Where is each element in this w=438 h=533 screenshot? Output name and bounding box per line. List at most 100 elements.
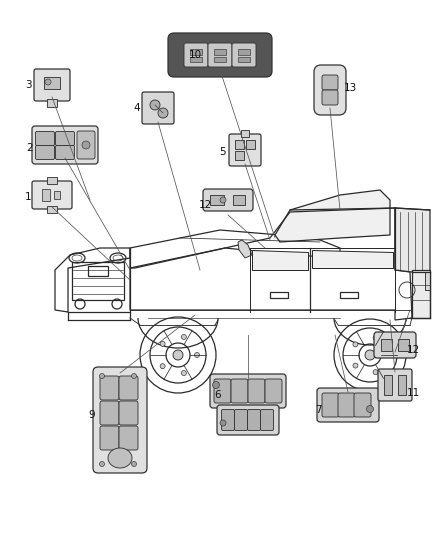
FancyBboxPatch shape <box>32 126 98 164</box>
Bar <box>412 270 430 318</box>
Bar <box>210 195 224 205</box>
FancyBboxPatch shape <box>378 369 412 401</box>
Circle shape <box>220 420 226 426</box>
Bar <box>214 57 226 62</box>
Circle shape <box>160 364 165 369</box>
FancyBboxPatch shape <box>119 426 138 450</box>
FancyBboxPatch shape <box>35 132 54 146</box>
FancyBboxPatch shape <box>56 132 74 146</box>
FancyBboxPatch shape <box>77 131 95 159</box>
FancyBboxPatch shape <box>265 379 282 403</box>
FancyBboxPatch shape <box>338 393 355 417</box>
FancyBboxPatch shape <box>100 376 119 400</box>
FancyBboxPatch shape <box>119 376 138 400</box>
Bar <box>235 151 244 160</box>
FancyBboxPatch shape <box>168 33 272 77</box>
FancyBboxPatch shape <box>217 405 279 435</box>
FancyBboxPatch shape <box>100 426 119 450</box>
FancyBboxPatch shape <box>234 409 247 431</box>
Bar <box>47 177 57 184</box>
Circle shape <box>158 108 168 118</box>
Text: 3: 3 <box>25 80 31 90</box>
Bar <box>44 77 60 89</box>
Bar <box>88 266 108 276</box>
Bar <box>42 189 50 201</box>
FancyBboxPatch shape <box>322 393 339 417</box>
Circle shape <box>45 79 51 85</box>
Circle shape <box>160 341 165 346</box>
Bar <box>214 49 226 55</box>
Bar <box>241 130 249 137</box>
Polygon shape <box>275 190 390 242</box>
Text: 2: 2 <box>27 143 33 153</box>
FancyBboxPatch shape <box>34 69 70 101</box>
Circle shape <box>99 374 105 378</box>
FancyBboxPatch shape <box>247 409 261 431</box>
Bar <box>47 99 57 107</box>
Bar <box>190 57 202 62</box>
FancyBboxPatch shape <box>231 379 248 403</box>
FancyBboxPatch shape <box>184 43 208 67</box>
FancyBboxPatch shape <box>232 43 256 67</box>
FancyBboxPatch shape <box>222 409 234 431</box>
Bar <box>398 339 409 351</box>
FancyBboxPatch shape <box>100 401 119 425</box>
FancyBboxPatch shape <box>142 92 174 124</box>
FancyBboxPatch shape <box>261 409 273 431</box>
FancyBboxPatch shape <box>32 181 72 209</box>
Bar <box>47 206 57 213</box>
FancyBboxPatch shape <box>322 75 338 90</box>
Circle shape <box>131 462 137 466</box>
Text: 6: 6 <box>215 390 221 400</box>
Polygon shape <box>395 208 430 272</box>
Bar <box>340 292 358 298</box>
Text: 13: 13 <box>343 83 357 93</box>
FancyBboxPatch shape <box>56 146 74 159</box>
Circle shape <box>353 342 358 347</box>
Circle shape <box>365 350 375 360</box>
Circle shape <box>220 197 226 203</box>
FancyBboxPatch shape <box>214 379 231 403</box>
Circle shape <box>212 382 219 389</box>
FancyBboxPatch shape <box>35 146 54 159</box>
Bar <box>246 140 255 149</box>
Text: 11: 11 <box>406 388 420 398</box>
Text: 1: 1 <box>25 192 31 202</box>
Bar <box>270 292 288 298</box>
Circle shape <box>353 363 358 368</box>
Bar <box>190 49 202 55</box>
FancyBboxPatch shape <box>314 65 346 115</box>
Ellipse shape <box>108 448 132 468</box>
Circle shape <box>373 335 378 341</box>
Circle shape <box>367 406 374 413</box>
FancyBboxPatch shape <box>208 43 232 67</box>
Text: 12: 12 <box>198 200 212 210</box>
Circle shape <box>173 350 183 360</box>
Bar <box>384 375 392 395</box>
Bar <box>72 262 124 300</box>
Text: 9: 9 <box>88 410 95 420</box>
Bar <box>233 195 245 205</box>
Polygon shape <box>238 240 252 258</box>
FancyBboxPatch shape <box>317 388 379 422</box>
Circle shape <box>385 352 391 358</box>
Bar <box>381 339 392 351</box>
Text: 4: 4 <box>134 103 140 113</box>
FancyBboxPatch shape <box>210 374 286 408</box>
Polygon shape <box>312 250 393 268</box>
Bar <box>398 375 406 395</box>
FancyBboxPatch shape <box>93 367 147 473</box>
Bar <box>54 191 60 199</box>
Bar <box>238 57 250 62</box>
Circle shape <box>131 374 137 378</box>
Circle shape <box>82 141 90 149</box>
FancyBboxPatch shape <box>229 134 261 166</box>
FancyBboxPatch shape <box>322 90 338 105</box>
FancyBboxPatch shape <box>374 332 416 358</box>
Circle shape <box>373 369 378 375</box>
Circle shape <box>181 334 187 340</box>
FancyBboxPatch shape <box>354 393 371 417</box>
Text: 10: 10 <box>188 50 201 60</box>
Circle shape <box>99 462 105 466</box>
Circle shape <box>181 370 187 376</box>
